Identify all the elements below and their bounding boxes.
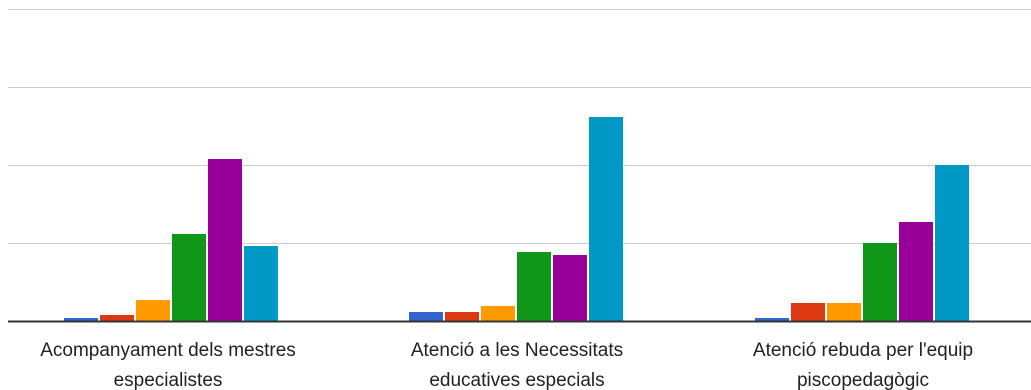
category-label-1-line-2: especialistes <box>114 370 223 390</box>
bar-series5-category3[interactable] <box>899 222 933 321</box>
bar-series6-category3[interactable] <box>935 165 969 321</box>
bar-series4-category1[interactable] <box>172 234 206 321</box>
bar-series4-category3[interactable] <box>863 243 897 321</box>
bar-series1-category1[interactable] <box>64 318 98 321</box>
category-labels: Acompanyament dels mestres especialistesA… <box>40 340 973 390</box>
bar-series6-category1[interactable] <box>244 246 278 321</box>
category-label-2-line-2: educatives especials <box>429 370 604 390</box>
category-label-1-line-1: Acompanyament dels mestres <box>40 340 296 361</box>
gridlines <box>8 9 1031 244</box>
bars <box>64 117 969 321</box>
bar-series3-category1[interactable] <box>136 300 170 321</box>
bar-series3-category2[interactable] <box>481 306 515 321</box>
category-label-2: Atenció a les Necessitats educatives espe… <box>411 340 623 390</box>
bar-series6-category2[interactable] <box>589 117 623 321</box>
category-label-3: Atenció rebuda per l'equip piscopedagògic <box>753 340 973 390</box>
bar-series2-category2[interactable] <box>445 312 479 321</box>
bar-series2-category1[interactable] <box>100 315 134 321</box>
bar-series5-category2[interactable] <box>553 255 587 321</box>
bar-series2-category3[interactable] <box>791 303 825 321</box>
bar-series5-category1[interactable] <box>208 159 242 321</box>
category-label-3-line-2: piscopedagògic <box>797 370 929 390</box>
category-label-1: Acompanyament dels mestres especialistes <box>40 340 296 390</box>
bar-series1-category3[interactable] <box>755 318 789 321</box>
bar-series3-category3[interactable] <box>827 303 861 321</box>
bar-series1-category2[interactable] <box>409 312 443 321</box>
bar-series4-category2[interactable] <box>517 252 551 321</box>
category-label-2-line-1: Atenció a les Necessitats <box>411 340 623 361</box>
category-label-3-line-1: Atenció rebuda per l'equip <box>753 340 973 361</box>
